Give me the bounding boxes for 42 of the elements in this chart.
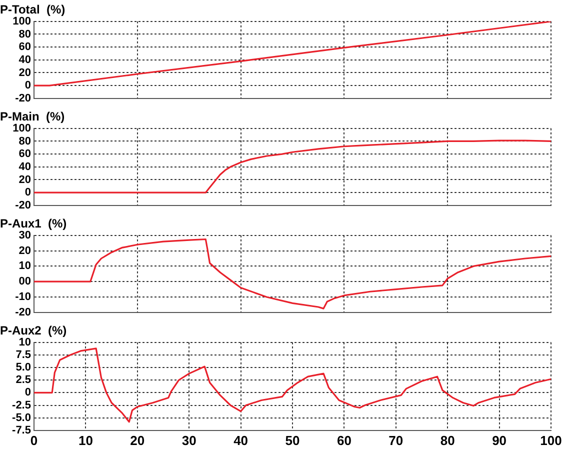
y-tick-label: 60 — [18, 41, 31, 54]
chart-title: P-Total (%) — [0, 2, 66, 17]
x-tick-label: 90 — [492, 432, 507, 448]
y-tick-label: -7.5 — [12, 424, 31, 436]
y-tick-label: -20 — [15, 199, 31, 212]
y-tick-label: 20 — [18, 244, 31, 257]
x-tick-label: 10 — [78, 432, 93, 448]
y-tick-label: 40 — [18, 54, 31, 66]
y-tick-label: -10 — [15, 291, 31, 304]
x-tick-label: 40 — [234, 432, 248, 448]
y-tick-label: -20 — [15, 92, 31, 104]
x-tick-label: 30 — [182, 432, 196, 448]
x-tick-label: 70 — [388, 432, 404, 448]
y-tick-label: 40 — [18, 160, 31, 173]
y-tick-label: 20 — [18, 174, 31, 186]
chart-title: P-Aux2 (%) — [0, 324, 67, 338]
y-tick-label: 5.0 — [16, 362, 31, 374]
y-tick-label: 0 — [24, 386, 31, 399]
y-tick-label: 0 — [24, 186, 31, 199]
x-tick-label: 20 — [130, 432, 145, 448]
y-tick-label: 100 — [12, 122, 31, 134]
y-tick-label: 60 — [18, 148, 31, 160]
y-tick-label: 100 — [12, 15, 31, 28]
y-tick-label: 80 — [18, 28, 31, 40]
y-tick-label: 00 — [18, 276, 31, 288]
x-tick-label: 60 — [336, 432, 352, 448]
y-tick-label: -2.5 — [12, 399, 31, 412]
x-tick-label: 80 — [440, 432, 455, 448]
y-tick-label: 10 — [18, 260, 31, 272]
y-tick-label: 80 — [18, 135, 31, 148]
x-tick-label: 100 — [540, 432, 562, 448]
y-tick-label: -5.0 — [12, 412, 31, 424]
y-tick-label: 20 — [18, 66, 31, 79]
y-tick-label: 10 — [18, 336, 31, 348]
chart-title: P-Aux1 (%) — [0, 216, 67, 231]
chart-title: P-Main (%) — [0, 110, 65, 124]
x-tick-label: 50 — [285, 432, 300, 448]
y-tick-label: 0 — [24, 80, 31, 92]
y-tick-label: 30 — [18, 229, 31, 242]
y-tick-label: -20 — [15, 306, 31, 318]
y-tick-label: 2.5 — [16, 374, 31, 386]
y-tick-label: 7.5 — [16, 349, 31, 362]
